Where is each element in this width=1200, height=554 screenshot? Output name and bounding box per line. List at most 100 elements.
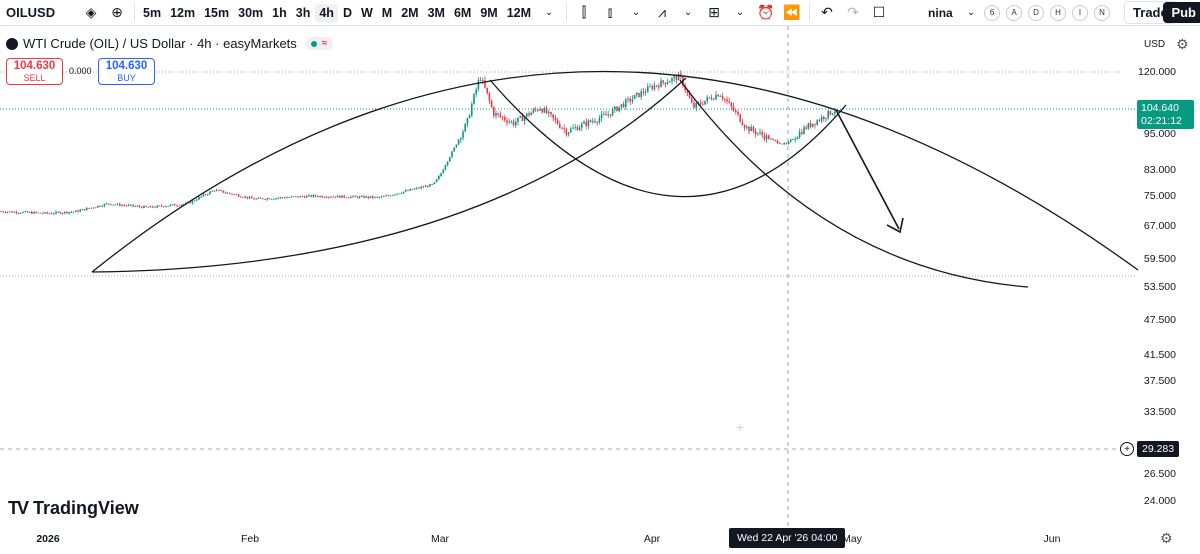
interval-12m[interactable]: 12M (506, 5, 532, 20)
price-tick-label: 37.500 (1143, 375, 1176, 387)
candle-body (618, 106, 620, 112)
drawn-arrow-head (886, 217, 904, 234)
candle-body (554, 117, 557, 120)
candle-body (332, 196, 334, 198)
indicators-icon[interactable]: ⩘ (658, 4, 666, 20)
chart-settings-gear-icon[interactable]: ⚙ (1160, 530, 1173, 546)
axis-settings-gear-icon[interactable]: ⚙ (1176, 36, 1189, 52)
candle-body (490, 100, 493, 108)
style-dropdown-chevron-icon[interactable]: ⌄ (631, 7, 641, 18)
candle-body (31, 211, 33, 214)
buy-button[interactable]: 104.630 BUY (98, 58, 155, 85)
candle-body (134, 206, 136, 207)
candle-body (44, 212, 46, 214)
interval-6m[interactable]: 6M (453, 5, 472, 20)
candle-body (631, 98, 634, 102)
fullscreen-square-icon[interactable]: ☐ (872, 4, 886, 20)
interval-4h[interactable]: 4h (315, 3, 338, 22)
candle-body (482, 80, 484, 81)
candle-body (224, 192, 227, 194)
layout-name[interactable]: nina (928, 5, 953, 20)
candle-body (583, 121, 585, 124)
candle-body (686, 90, 689, 93)
candles-icon[interactable]: ⫿ (581, 4, 587, 20)
candle-body (633, 94, 636, 99)
sell-button[interactable]: 104.630 SELL (6, 58, 63, 85)
layout-grid-icon[interactable]: ⊞ (708, 4, 720, 20)
interval-3h[interactable]: 3h (295, 5, 311, 20)
add-alert-plus-icon[interactable]: + (1120, 442, 1134, 456)
candle-body (182, 204, 185, 205)
interval-dropdown-chevron-icon[interactable]: ⌄ (544, 7, 554, 18)
candle-body (807, 123, 810, 129)
letter-button-a[interactable]: A (1006, 4, 1023, 21)
candle-body (576, 127, 579, 131)
interval-9m[interactable]: 9M (480, 5, 498, 20)
candle-body (768, 135, 770, 139)
layout-dropdown-chevron-icon[interactable]: ⌄ (966, 7, 976, 18)
price-chart[interactable]: + (0, 26, 1200, 528)
candle-body (330, 196, 332, 198)
candle-body (398, 193, 400, 195)
currency-selector[interactable]: USD (1144, 39, 1166, 50)
candle-body (191, 200, 194, 204)
layout-dropdown-chevron-icon[interactable]: ⌄ (735, 7, 745, 18)
interval-12m[interactable]: 12m (170, 5, 196, 20)
candle-body (248, 196, 251, 199)
chart-title[interactable]: WTI Crude (OIL) / US Dollar · 4h · easyM… (23, 36, 297, 51)
time-tick-label: Jun (1043, 533, 1061, 545)
interval-5m[interactable]: 5m (143, 5, 162, 20)
interval-w[interactable]: W (360, 5, 373, 20)
interval-15m[interactable]: 15m (204, 5, 230, 20)
letter-button-i[interactable]: I (1072, 4, 1089, 21)
candle-body (308, 195, 310, 197)
candle-body (334, 196, 337, 198)
candle-body (504, 117, 506, 121)
interval-d[interactable]: D (342, 5, 352, 20)
bar-style-icon[interactable]: ⫾ (607, 4, 613, 20)
candle-body (629, 98, 631, 102)
letter-button-n[interactable]: N (1094, 4, 1111, 21)
candle-body (37, 212, 40, 214)
candle-body (352, 195, 354, 197)
candle-body (600, 114, 603, 119)
replay-icon[interactable]: ⏪ (783, 4, 801, 20)
candle-body (460, 138, 462, 140)
alert-clock-icon[interactable]: ⏰ (757, 4, 775, 20)
letter-button-h[interactable]: H (1050, 4, 1067, 21)
redo-icon[interactable]: ↷ (847, 4, 859, 20)
candle-body (473, 93, 475, 104)
candle-body (53, 213, 55, 215)
candle-body (125, 205, 128, 207)
time-tick-label: May (842, 533, 862, 545)
interval-m[interactable]: M (381, 5, 393, 20)
candle-body (688, 92, 691, 99)
candle-body (486, 87, 488, 94)
undo-icon[interactable]: ↶ (821, 4, 833, 20)
compare-plus-icon[interactable]: ⊕ (111, 4, 123, 20)
publish-button[interactable]: Pub (1163, 2, 1200, 23)
interval-30m[interactable]: 30m (238, 5, 264, 20)
market-status-badge[interactable]: ≈ (304, 37, 334, 50)
candle-body (268, 198, 271, 200)
candle-body (317, 196, 319, 198)
indicators-dropdown-chevron-icon[interactable]: ⌄ (683, 7, 693, 18)
candle-body (660, 80, 662, 88)
letter-button-d[interactable]: D (1028, 4, 1045, 21)
candle-body (570, 128, 572, 133)
divider (566, 3, 568, 22)
interval-2m[interactable]: 2M (401, 5, 419, 20)
drawn-down-arrow (835, 109, 900, 230)
interval-1h[interactable]: 1h (272, 5, 287, 20)
candle-body (277, 197, 279, 199)
candle-body (449, 157, 451, 162)
price-tick-label: 24.000 (1143, 495, 1176, 507)
candle-body (691, 98, 693, 103)
symbol-search[interactable]: OILUSD (6, 5, 56, 20)
candle-body (363, 196, 365, 198)
letter-button-6[interactable]: 6 (984, 4, 1001, 21)
interval-3m[interactable]: 3M (427, 5, 445, 20)
candle-body (303, 196, 306, 198)
watchlist-diamond-icon[interactable]: ◈ (85, 4, 97, 20)
candle-body (361, 196, 363, 197)
